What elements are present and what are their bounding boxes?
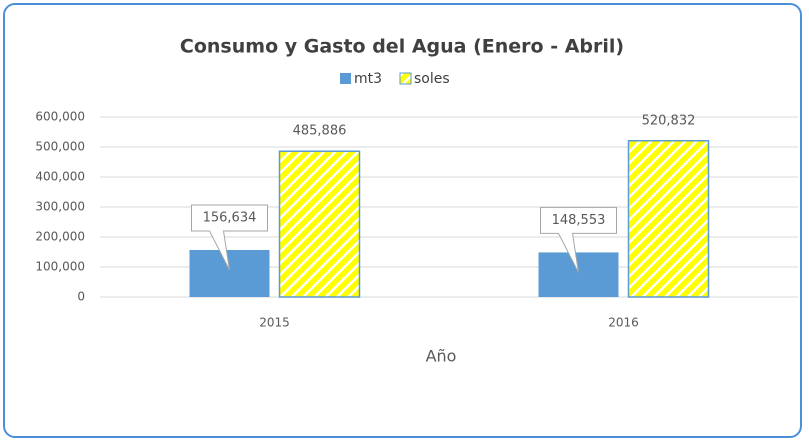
chart: Consumo y Gasto del Agua (Enero - Abril)…: [35, 36, 798, 366]
y-tick-label: 500,000: [35, 140, 85, 154]
x-tick-label: 2015: [259, 316, 290, 330]
bar: [627, 140, 710, 298]
legend-label: mt3: [354, 71, 382, 87]
y-tick-label: 600,000: [35, 110, 85, 124]
y-tick-label: 300,000: [35, 200, 85, 214]
data-label: 520,832: [642, 113, 696, 128]
y-tick-label: 0: [77, 290, 85, 304]
data-label: 485,886: [293, 124, 347, 139]
data-label: 156,634: [203, 211, 257, 226]
x-tick-label: 2016: [608, 316, 639, 330]
bar: [189, 250, 270, 297]
y-tick-label: 200,000: [35, 230, 85, 244]
data-label: 148,553: [552, 213, 606, 228]
card: Consumo y Gasto del Agua (Enero - Abril)…: [3, 3, 802, 438]
bar: [538, 252, 619, 297]
bar: [278, 150, 361, 298]
callout: [540, 206, 617, 273]
x-axis-title: Año: [426, 347, 457, 366]
callout: [191, 204, 268, 271]
y-tick-label: 400,000: [35, 170, 85, 184]
legend-swatch: [399, 72, 412, 85]
chart-title: Consumo y Gasto del Agua (Enero - Abril): [180, 36, 624, 58]
legend-label: soles: [414, 71, 450, 87]
legend-swatch: [340, 73, 351, 84]
y-tick-label: 100,000: [35, 260, 85, 274]
